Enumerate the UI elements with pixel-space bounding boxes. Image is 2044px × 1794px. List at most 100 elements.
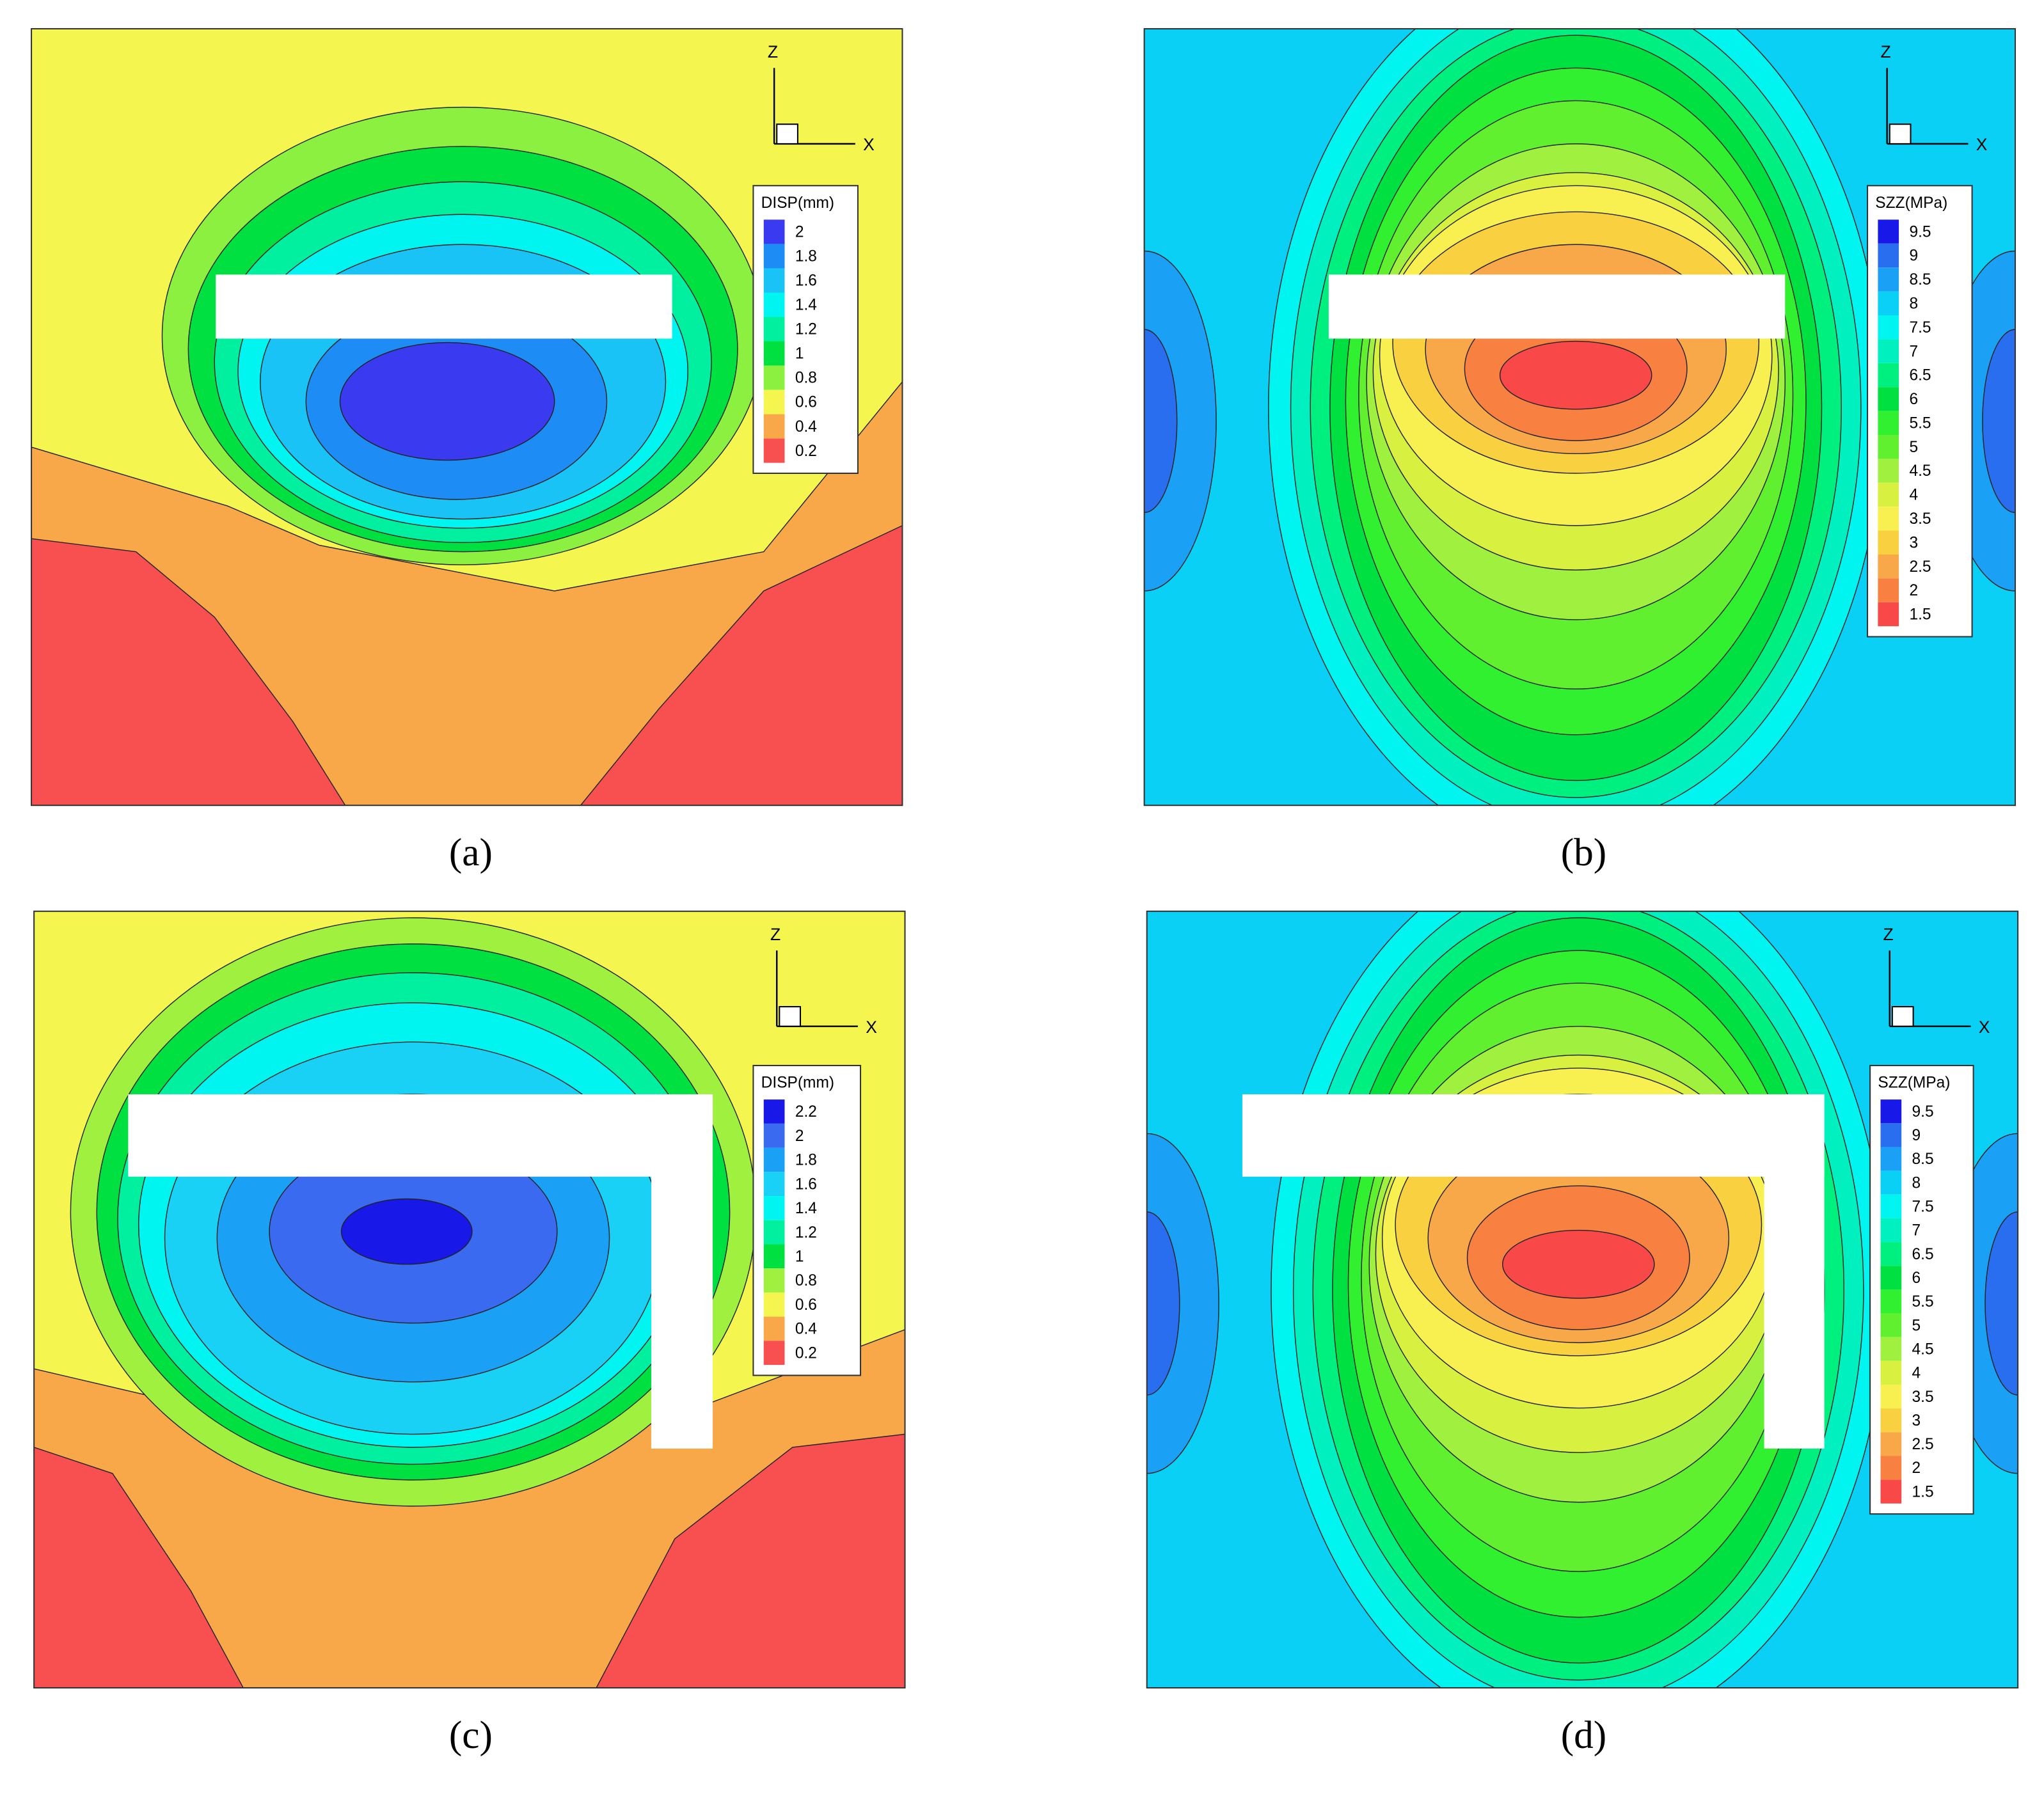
- legend-label: 0.6: [795, 394, 817, 411]
- legend-swatch: [1878, 363, 1899, 388]
- legend-label: 1: [795, 345, 804, 363]
- legend-swatch: [1878, 602, 1899, 627]
- plot-frame: [1143, 28, 2016, 807]
- legend-label: 2: [1912, 1460, 1921, 1477]
- legend-label: 3.5: [1909, 510, 1931, 528]
- legend-label: 5: [1909, 439, 1918, 456]
- legend-title: DISP(mm): [761, 1074, 834, 1092]
- legend-swatch: [1878, 530, 1899, 555]
- panel-caption: (d): [1561, 1713, 1607, 1757]
- legend-swatch: [1878, 291, 1899, 316]
- contour-band: [580, 524, 903, 806]
- legend-label: 7.5: [1912, 1199, 1934, 1216]
- contour-band: [1146, 1133, 1219, 1474]
- legend-swatch: [1880, 1123, 1902, 1147]
- legend-swatch: [1880, 1456, 1902, 1480]
- contour-band: [31, 538, 346, 806]
- contour-panel: Z X SZZ(MPa) 9.5 9 8.5 8 7.5 7 6.5 6 5.5 5 4.5 4 3.5 3 2.…: [1143, 28, 2016, 807]
- legend-label: 7: [1909, 343, 1918, 360]
- legend-swatch: [1878, 434, 1899, 459]
- axis-box: [1891, 1005, 1914, 1027]
- legend-label: 1.4: [795, 1200, 817, 1217]
- legend-label: 0.6: [795, 1296, 817, 1314]
- legend-label: 1.5: [1909, 606, 1931, 624]
- legend-swatch: [763, 1244, 785, 1269]
- legend-swatch: [763, 438, 785, 463]
- legend-swatch: [763, 1268, 785, 1293]
- legend-swatch: [1880, 1242, 1902, 1266]
- legend-label: 6: [1909, 391, 1918, 408]
- panel-caption: (c): [449, 1713, 493, 1757]
- legend-label: 1.6: [795, 272, 817, 290]
- legend-swatch: [1878, 459, 1899, 483]
- legend-label: 1.8: [795, 1152, 817, 1169]
- legend-swatch: [763, 1316, 785, 1341]
- excavation: [651, 1094, 713, 1449]
- axis-box: [779, 1005, 802, 1027]
- legend-label: 0.4: [795, 1321, 817, 1338]
- legend-swatch: [763, 365, 785, 390]
- axis-label-z: Z: [770, 925, 780, 944]
- axis-label-x: X: [1976, 135, 1988, 154]
- legend-label: 5.5: [1912, 1293, 1934, 1310]
- plot-frame: [31, 28, 903, 807]
- excavation: [1764, 1094, 1825, 1449]
- legend-label: 0.8: [795, 1272, 817, 1289]
- contour-band: [1982, 329, 2016, 513]
- legend-label: 4: [1912, 1365, 1921, 1382]
- legend-swatch: [1878, 482, 1899, 507]
- axis-box: [776, 123, 798, 145]
- legend-label: 7: [1912, 1222, 1921, 1239]
- legend-label: 9.5: [1912, 1103, 1934, 1121]
- legend-label: 6.5: [1909, 367, 1931, 384]
- legend-label: 8: [1909, 295, 1918, 312]
- legend-label: 9: [1912, 1127, 1921, 1144]
- legend-swatch: [763, 1196, 785, 1220]
- contour-band: [340, 1198, 473, 1265]
- legend-swatch: [1880, 1432, 1902, 1456]
- legend-swatch: [1880, 1194, 1902, 1218]
- legend-label: 5.5: [1909, 414, 1931, 432]
- legend-swatch: [763, 1172, 785, 1197]
- legend-swatch: [763, 414, 785, 439]
- legend-swatch: [763, 1292, 785, 1317]
- contour-band: [1144, 250, 1217, 592]
- legend-swatch: [1878, 578, 1899, 602]
- contour-band: [1144, 329, 1178, 513]
- contour-field: [31, 28, 903, 806]
- legend-swatch: [763, 219, 785, 244]
- excavation: [128, 1094, 713, 1177]
- legend-swatch: [763, 244, 785, 269]
- legend-swatch: [763, 292, 785, 317]
- legend-label: 8.5: [1909, 271, 1931, 288]
- legend-swatch: [1880, 1479, 1902, 1504]
- legend-label: 0.2: [795, 443, 817, 460]
- axis-label-z: Z: [768, 42, 778, 61]
- legend-label: 9.5: [1909, 223, 1931, 240]
- legend-label: 4: [1909, 487, 1918, 504]
- axis-label-x: X: [863, 135, 875, 154]
- axis-label-z: Z: [1880, 42, 1890, 61]
- axis-label-x: X: [1979, 1018, 1990, 1037]
- legend-label: 0.2: [795, 1344, 817, 1362]
- legend-label: 8.5: [1912, 1151, 1934, 1168]
- excavation: [1328, 274, 1786, 339]
- contour-band: [34, 1447, 244, 1688]
- legend-label: 2: [1909, 582, 1918, 599]
- legend-swatch: [763, 1147, 785, 1172]
- legend-swatch: [1880, 1147, 1902, 1171]
- contour-panel: Z X SZZ(MPa) 9.5 9 8.5 8 7.5 7 6.5 6 5.5 5 4.5 4 3.5 3 2.…: [1146, 910, 2019, 1689]
- legend-swatch: [763, 317, 785, 342]
- legend-swatch: [1880, 1289, 1902, 1314]
- legend-swatch: [763, 341, 785, 366]
- contour-band: [596, 1433, 905, 1688]
- legend-swatch: [1880, 1170, 1902, 1195]
- legend-label: 2.5: [1909, 558, 1931, 576]
- legend-swatch: [1878, 507, 1899, 531]
- legend-swatch: [763, 1220, 785, 1245]
- legend-title: SZZ(MPa): [1875, 194, 1947, 212]
- panel-caption: (b): [1561, 831, 1607, 874]
- axis-box: [1889, 123, 1912, 145]
- legend-swatch: [1880, 1218, 1902, 1243]
